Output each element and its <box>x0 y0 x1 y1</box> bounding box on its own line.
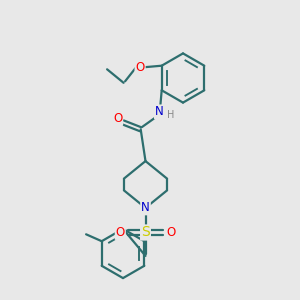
Text: N: N <box>141 201 150 214</box>
Text: O: O <box>136 61 145 74</box>
Text: H: H <box>167 110 174 120</box>
Text: S: S <box>141 226 150 239</box>
Text: O: O <box>166 226 175 239</box>
Text: N: N <box>155 105 164 119</box>
Text: O: O <box>116 226 125 239</box>
Text: O: O <box>113 112 122 125</box>
